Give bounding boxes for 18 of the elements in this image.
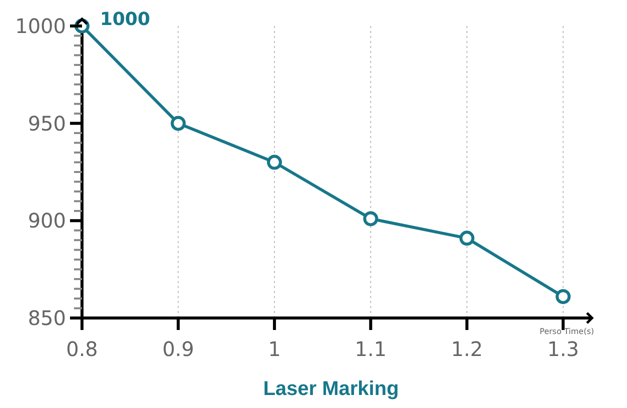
data-label: 1000 [100, 9, 150, 30]
point [363, 211, 378, 226]
x-axis-title: Perso Time(s) [540, 327, 594, 336]
text: Laser Marking [262, 378, 400, 401]
x-tick-label: 1.2 [451, 337, 483, 361]
y-tick-label: 850 [28, 306, 66, 330]
x-tick-label: 0.9 [162, 337, 194, 361]
y-tick-label: 1000 [15, 14, 66, 38]
x-tick-label: 1 [268, 337, 281, 361]
x-tick-label: 1.1 [354, 337, 387, 361]
y-tick-label: 950 [28, 111, 66, 136]
x-tick-label: 0.8 [66, 337, 98, 361]
point [170, 116, 186, 131]
point [459, 230, 474, 246]
point [556, 289, 571, 304]
point [266, 154, 282, 170]
x-tick-label: 1.3 [547, 337, 580, 361]
y-tick-label: 900 [28, 208, 66, 233]
